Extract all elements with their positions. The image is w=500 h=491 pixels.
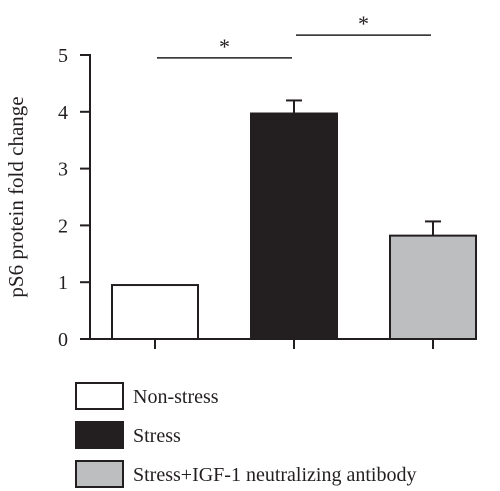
y-tick-label: 3 [58,159,68,181]
y-tick-label: 0 [58,329,68,351]
bar-3 [389,234,477,340]
y-axis-label: pS6 protein fold change [4,96,28,297]
legend-swatch [75,382,124,410]
significance-star: * [219,34,230,59]
legend-swatch [75,460,124,488]
legend-label: Non-stress [133,386,219,408]
bar-2 [250,112,338,340]
y-tick-label: 4 [58,102,68,124]
y-tick-label: 5 [58,45,68,67]
bars [111,99,477,341]
legend-label: Stress+IGF-1 neutralizing antibody [133,464,416,486]
legend: Non-stress Stress Stress+IGF-1 neutralizin… [75,382,416,488]
legend-label: Stress [133,425,181,447]
significance-markers: ** [157,11,431,59]
significance-star: * [358,11,369,36]
y-axis: 0 1 2 3 4 5 [58,45,91,351]
y-tick-label: 1 [58,272,68,294]
y-tick-label: 2 [58,215,68,237]
legend-swatch [75,421,124,449]
x-axis [89,338,460,349]
bar-1 [111,284,199,341]
